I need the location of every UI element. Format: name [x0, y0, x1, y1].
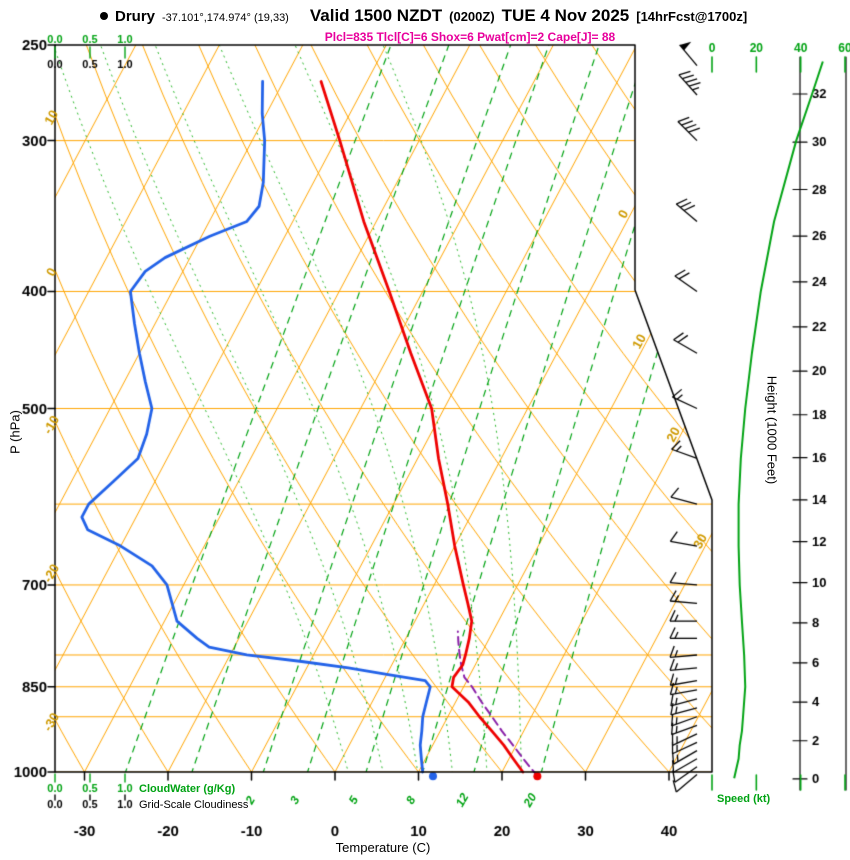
forecast-info: [14hrFcst@1700z]: [636, 9, 748, 24]
chart-header: Drury -37.101°,174.974° (19,33) Valid 15…: [100, 6, 747, 26]
cloudwater-axis-title: CloudWater (g/Kg): [139, 783, 236, 795]
temperature-axis-title: Temperature (C): [335, 840, 431, 855]
station-bullet-icon: [100, 12, 108, 20]
stability-indices: Plcl=835 Tlcl[C]=6 Shox=6 Pwat[cm]=2 Cap…: [324, 30, 616, 44]
height-axis-title: Height (1000 Feet): [764, 375, 780, 485]
station-coords: -37.101°,174.974° (19,33): [162, 12, 289, 24]
valid-zulu: (0200Z): [449, 9, 495, 24]
valid-date: TUE 4 Nov 2025: [501, 6, 630, 25]
cloudiness-axis-title: Grid-Scale Cloudiness: [139, 799, 249, 811]
pressure-axis-title: P (hPa): [7, 410, 23, 454]
valid-time: Valid 1500 NZDT: [309, 6, 443, 25]
speed-axis-title: Speed (kt): [717, 793, 771, 805]
station-name: Drury: [115, 8, 156, 25]
